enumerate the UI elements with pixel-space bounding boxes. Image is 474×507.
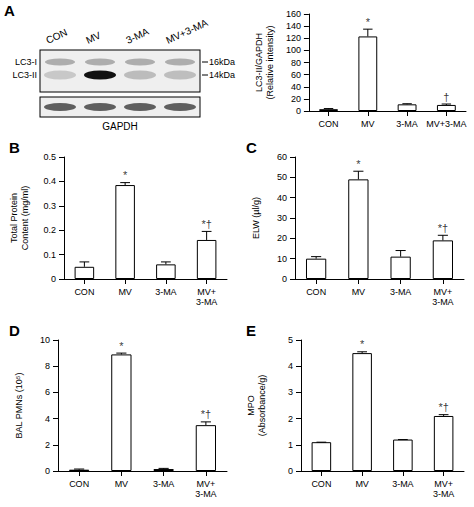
- svg-text:14kDa: 14kDa: [209, 70, 235, 80]
- svg-text:50: 50: [277, 172, 287, 182]
- svg-text:LC3-I: LC3-I: [15, 57, 37, 67]
- svg-text:A: A: [4, 2, 15, 19]
- svg-text:CON: CON: [306, 287, 326, 297]
- svg-text:3-MA: 3-MA: [153, 479, 175, 489]
- svg-text:MPO: MPO: [246, 395, 256, 416]
- svg-text:CON: CON: [311, 479, 331, 489]
- svg-text:3-MA: 3-MA: [155, 287, 177, 297]
- svg-text:BAL PMNs (10⁵): BAL PMNs (10⁵): [14, 373, 24, 439]
- svg-text:C: C: [246, 139, 257, 156]
- svg-text:40: 40: [291, 82, 301, 92]
- svg-text:3-MA: 3-MA: [390, 287, 412, 297]
- svg-text:3-MA: 3-MA: [195, 489, 217, 499]
- svg-text:MV: MV: [84, 29, 103, 45]
- svg-text:100: 100: [286, 45, 301, 55]
- svg-text:MV: MV: [352, 287, 366, 297]
- svg-text:3: 3: [288, 387, 293, 397]
- svg-text:10: 10: [40, 335, 50, 345]
- svg-text:20: 20: [277, 233, 287, 243]
- svg-text:80: 80: [291, 58, 301, 68]
- svg-text:*†: *†: [438, 222, 448, 234]
- svg-text:3-MA: 3-MA: [396, 119, 418, 129]
- svg-text:0: 0: [282, 274, 287, 284]
- svg-text:(Relative intensity): (Relative intensity): [265, 25, 275, 99]
- svg-text:0.1: 0.1: [43, 250, 56, 260]
- svg-text:3-MA: 3-MA: [432, 297, 454, 307]
- svg-text:†: †: [443, 91, 449, 103]
- svg-text:MV+: MV+: [197, 287, 216, 297]
- svg-text:3-MA: 3-MA: [124, 26, 151, 46]
- svg-text:E: E: [246, 322, 256, 339]
- svg-text:10: 10: [277, 254, 287, 264]
- svg-text:CON: CON: [44, 26, 69, 45]
- svg-text:0.5: 0.5: [43, 152, 56, 162]
- svg-text:0.4: 0.4: [43, 176, 56, 186]
- svg-text:20: 20: [291, 94, 301, 104]
- svg-text:MV: MV: [355, 479, 369, 489]
- svg-text:40: 40: [277, 193, 287, 203]
- svg-text:*: *: [119, 340, 124, 352]
- svg-text:0.2: 0.2: [43, 225, 56, 235]
- svg-text:3-MA: 3-MA: [433, 489, 455, 499]
- svg-text:0: 0: [288, 466, 293, 476]
- svg-text:MV+: MV+: [433, 287, 452, 297]
- svg-text:6: 6: [45, 387, 50, 397]
- svg-text:MV+: MV+: [434, 479, 453, 489]
- svg-text:0: 0: [51, 274, 56, 284]
- svg-text:4: 4: [288, 361, 293, 371]
- svg-text:*†: *†: [438, 401, 448, 413]
- svg-text:B: B: [9, 139, 20, 156]
- svg-text:60: 60: [291, 70, 301, 80]
- svg-text:MV+3-MA: MV+3-MA: [426, 119, 466, 129]
- svg-text:Total Protein: Total Protein: [9, 193, 19, 243]
- svg-text:GAPDH: GAPDH: [102, 121, 138, 132]
- svg-text:*†: *†: [201, 218, 211, 230]
- svg-text:*: *: [356, 158, 361, 170]
- svg-text:4: 4: [45, 414, 50, 424]
- svg-text:0: 0: [296, 106, 301, 116]
- svg-text:*†: *†: [201, 408, 211, 420]
- svg-text:*: *: [123, 169, 128, 181]
- svg-text:3-MA: 3-MA: [392, 479, 414, 489]
- svg-text:D: D: [9, 322, 20, 339]
- svg-text:*: *: [360, 338, 365, 350]
- svg-text:MV+3-MA: MV+3-MA: [164, 17, 209, 46]
- svg-text:140: 140: [286, 21, 301, 31]
- svg-text:8: 8: [45, 361, 50, 371]
- svg-text:MV: MV: [361, 119, 375, 129]
- svg-text:160: 160: [286, 9, 301, 19]
- svg-text:*: *: [366, 16, 371, 28]
- svg-text:CON: CON: [319, 119, 339, 129]
- svg-text:CON: CON: [69, 479, 89, 489]
- svg-text:MV+: MV+: [196, 479, 215, 489]
- svg-text:120: 120: [286, 33, 301, 43]
- svg-text:2: 2: [288, 414, 293, 424]
- svg-text:(Absorbance/g): (Absorbance/g): [257, 375, 267, 437]
- svg-text:0.3: 0.3: [43, 201, 56, 211]
- svg-text:2: 2: [45, 440, 50, 450]
- svg-text:60: 60: [277, 152, 287, 162]
- svg-text:16kDa: 16kDa: [209, 57, 235, 67]
- svg-text:5: 5: [288, 335, 293, 345]
- svg-text:ELW (µl/g): ELW (µl/g): [251, 197, 261, 239]
- svg-text:LC3-II: LC3-II: [12, 70, 37, 80]
- svg-text:CON: CON: [74, 287, 94, 297]
- svg-text:MV: MV: [115, 479, 129, 489]
- svg-text:30: 30: [277, 213, 287, 223]
- svg-text:LC3-II/GAPDH: LC3-II/GAPDH: [254, 33, 264, 92]
- svg-text:Content (mg/ml): Content (mg/ml): [20, 186, 30, 251]
- svg-text:MV: MV: [118, 287, 132, 297]
- svg-text:0: 0: [45, 466, 50, 476]
- svg-text:3-MA: 3-MA: [196, 297, 218, 307]
- svg-text:1: 1: [288, 440, 293, 450]
